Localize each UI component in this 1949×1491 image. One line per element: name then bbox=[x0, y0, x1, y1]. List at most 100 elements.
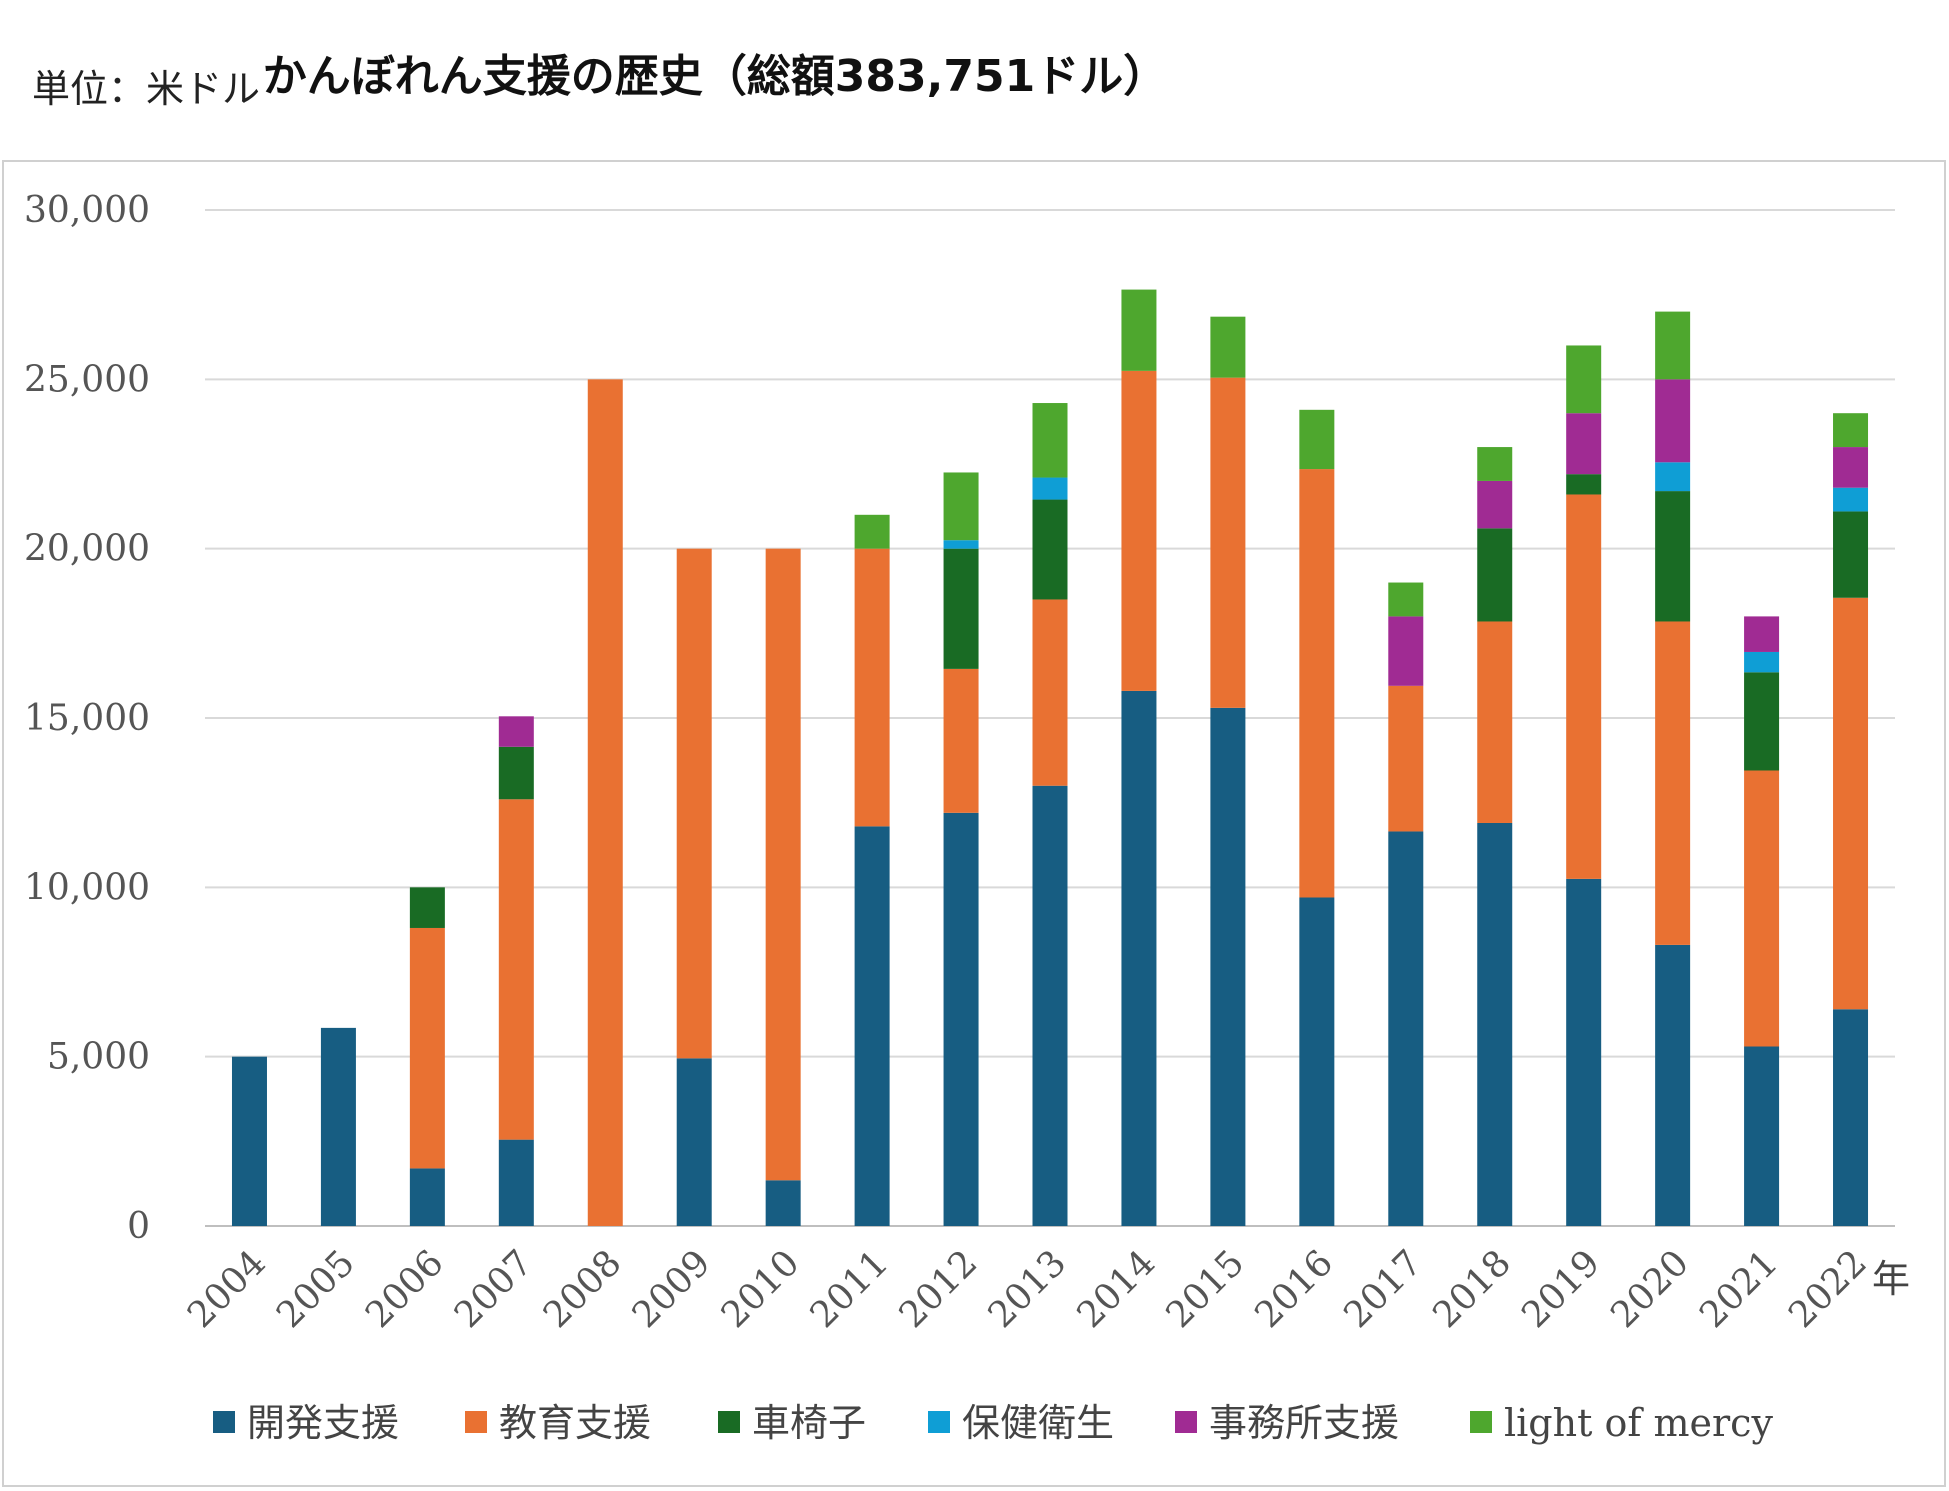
x-tick-label: 2015 bbox=[1158, 1242, 1252, 1336]
y-tick-label: 30,000 bbox=[24, 190, 150, 231]
legend-swatch bbox=[213, 1411, 235, 1433]
bar-segment bbox=[1833, 1009, 1869, 1226]
bar-segment bbox=[1032, 499, 1068, 600]
bar-segment bbox=[498, 1139, 534, 1226]
bar-segment bbox=[1299, 897, 1335, 1226]
bar-segment bbox=[409, 927, 445, 1169]
x-tick-label: 2019 bbox=[1514, 1242, 1608, 1336]
x-tick-label: 2011 bbox=[803, 1242, 897, 1336]
bar-segment bbox=[765, 548, 801, 1181]
y-tick-label: 20,000 bbox=[24, 529, 150, 570]
bar-segment bbox=[498, 716, 534, 747]
legend-label: 保健衛生 bbox=[962, 1401, 1114, 1445]
x-axis-label: 年 bbox=[1872, 1257, 1910, 1301]
x-tick-label: 2018 bbox=[1425, 1242, 1519, 1336]
bar-segment bbox=[587, 379, 623, 1226]
bar-segment bbox=[1566, 413, 1602, 475]
bar-segment bbox=[1299, 469, 1335, 898]
bar-segment bbox=[1744, 770, 1780, 1047]
bar-segment bbox=[409, 887, 445, 928]
bar-segment bbox=[765, 1180, 801, 1226]
chart-title: かんぼれん支援の歴史（総額383,751ドル） bbox=[262, 51, 1168, 102]
x-tick-label: 2020 bbox=[1603, 1242, 1697, 1336]
y-tick-label: 15,000 bbox=[24, 698, 150, 739]
bar-segment bbox=[1477, 447, 1513, 481]
bar-segment bbox=[320, 1027, 356, 1226]
bar-segment bbox=[1121, 370, 1157, 691]
bar-segment bbox=[1388, 582, 1424, 617]
chart-frame bbox=[2, 160, 1946, 1487]
x-tick-label: 2022 bbox=[1781, 1242, 1875, 1336]
bar-segment bbox=[1121, 690, 1157, 1226]
bar-segment bbox=[1744, 616, 1780, 652]
bar-segment bbox=[1566, 494, 1602, 879]
bar-segment bbox=[1477, 822, 1513, 1226]
y-axis-ticks: 0 5,000 10,000 15,000 20,000 25,000 30,000 bbox=[24, 190, 150, 1247]
bar-segment bbox=[231, 1056, 267, 1226]
x-tick-label: 2013 bbox=[981, 1242, 1075, 1336]
bar-segment bbox=[1833, 413, 1869, 448]
bar-segment bbox=[1210, 316, 1246, 378]
bar-segment bbox=[1655, 462, 1691, 492]
bar-segment bbox=[498, 799, 534, 1140]
bar-segment bbox=[1210, 707, 1246, 1226]
x-tick-label: 2014 bbox=[1070, 1242, 1164, 1336]
bar-segment bbox=[1388, 685, 1424, 832]
x-tick-label: 2007 bbox=[447, 1242, 541, 1336]
legend: 開発支援 教育支援 車椅子 保健衛生 事務所支援 light of mercy bbox=[213, 1401, 1773, 1445]
unit-label: 単位：米ドル bbox=[32, 67, 261, 111]
bar-segment bbox=[1477, 621, 1513, 823]
y-tick-label: 25,000 bbox=[24, 359, 150, 400]
bar-segment bbox=[1833, 447, 1869, 488]
y-tick-label: 10,000 bbox=[24, 867, 150, 908]
bar-segment bbox=[1655, 491, 1691, 622]
bar-segment bbox=[409, 1168, 445, 1226]
legend-swatch bbox=[718, 1411, 740, 1433]
bar-segment bbox=[1744, 672, 1780, 771]
bar-segment bbox=[943, 668, 979, 813]
bar-segment bbox=[1566, 474, 1602, 495]
bar-segment bbox=[1032, 785, 1068, 1226]
bar-segment bbox=[1833, 511, 1869, 598]
bar-segment bbox=[1032, 403, 1068, 478]
x-tick-label: 2009 bbox=[625, 1242, 719, 1336]
x-tick-label: 2012 bbox=[892, 1242, 986, 1336]
x-axis-ticks: 2004200520062007200820092010201120122013… bbox=[180, 1242, 1875, 1336]
bar-segment bbox=[1032, 477, 1068, 500]
bar-segment bbox=[1210, 377, 1246, 708]
x-tick-label: 2017 bbox=[1336, 1242, 1430, 1336]
bar-segment bbox=[1655, 944, 1691, 1226]
y-tick-label: 5,000 bbox=[47, 1037, 150, 1078]
bar-segment bbox=[1744, 1046, 1780, 1226]
bar-segment bbox=[1655, 379, 1691, 463]
bar-segment bbox=[1388, 616, 1424, 686]
bar-segment bbox=[1032, 599, 1068, 786]
bar-segment bbox=[1566, 878, 1602, 1226]
bar-segment bbox=[854, 826, 890, 1226]
legend-label: light of mercy bbox=[1504, 1401, 1773, 1445]
bar-segment bbox=[1833, 597, 1869, 1010]
bar-segment bbox=[498, 746, 534, 800]
legend-label: 車椅子 bbox=[752, 1401, 866, 1445]
legend-label: 開発支援 bbox=[247, 1401, 399, 1445]
bar-segment bbox=[854, 548, 890, 827]
bar-segment bbox=[1121, 289, 1157, 371]
bar-segment bbox=[1655, 621, 1691, 945]
x-tick-label: 2008 bbox=[536, 1242, 630, 1336]
bar-segment bbox=[1299, 409, 1335, 470]
x-tick-label: 2005 bbox=[269, 1242, 363, 1336]
bar-segment bbox=[1388, 831, 1424, 1226]
bar-segment bbox=[676, 1058, 712, 1226]
legend-swatch bbox=[1175, 1411, 1197, 1433]
x-tick-label: 2006 bbox=[358, 1242, 452, 1336]
bar-segment bbox=[1566, 345, 1602, 414]
bar-segment bbox=[1655, 311, 1691, 380]
bar-segment bbox=[943, 472, 979, 541]
bar-segment bbox=[943, 812, 979, 1226]
legend-swatch bbox=[1470, 1411, 1492, 1433]
bar-segment bbox=[943, 548, 979, 669]
bars bbox=[231, 289, 1869, 1226]
bar-segment bbox=[1833, 487, 1869, 512]
x-tick-label: 2021 bbox=[1692, 1242, 1786, 1336]
